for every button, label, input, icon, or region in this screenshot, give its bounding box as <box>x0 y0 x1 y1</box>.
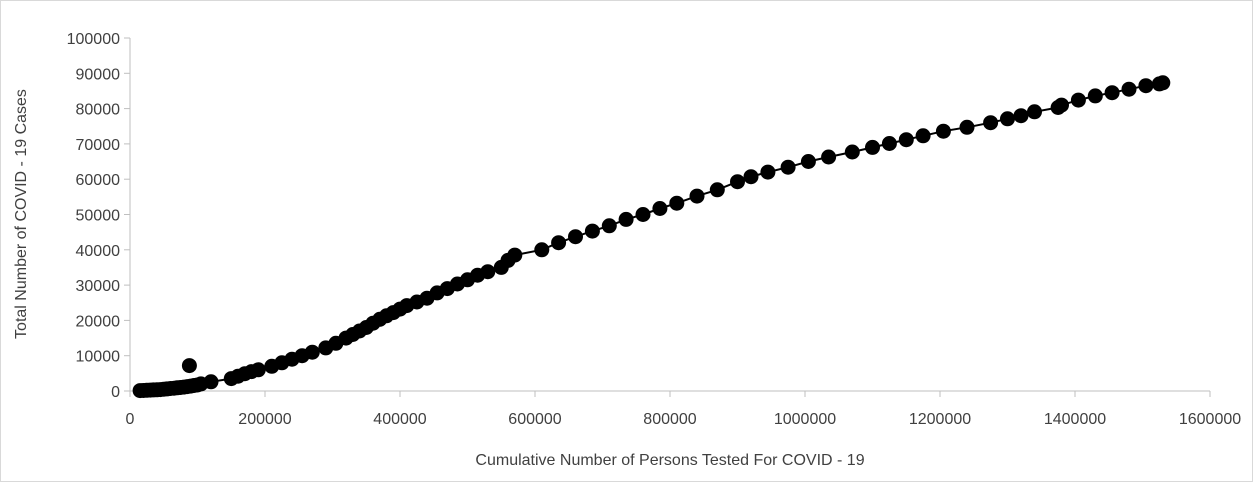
y-tick-label: 40000 <box>76 243 121 260</box>
data-point <box>1104 85 1120 101</box>
data-point <box>551 235 567 251</box>
data-point <box>743 169 759 185</box>
data-point <box>1121 81 1137 97</box>
data-point <box>534 242 550 258</box>
data-point <box>669 195 685 211</box>
x-tick-label: 1600000 <box>1179 411 1241 428</box>
data-point <box>507 247 523 263</box>
data-point <box>181 358 197 374</box>
data-point <box>709 182 725 198</box>
data-point <box>1013 108 1029 124</box>
x-axis-title: Cumulative Number of Persons Tested For … <box>475 452 864 469</box>
y-tick-label: 30000 <box>76 278 121 295</box>
data-point <box>844 144 860 160</box>
x-tick-label: 1400000 <box>1044 411 1106 428</box>
x-axis-ticks: 0 200000 400000 600000 800000 1000000 1200000 1… <box>126 391 1241 428</box>
data-point <box>1054 97 1069 113</box>
data-points <box>132 75 1171 399</box>
data-point <box>821 149 837 165</box>
data-point <box>983 115 999 131</box>
y-tick-label: 80000 <box>76 102 121 119</box>
y-axis-ticks: 0 10000 20000 30000 40000 50000 60000 70000 8000… <box>67 31 130 401</box>
x-tick-label: 800000 <box>643 411 696 428</box>
data-point <box>935 123 951 139</box>
data-point <box>652 201 668 216</box>
data-point <box>601 218 617 234</box>
y-tick-label: 90000 <box>76 66 121 83</box>
data-point <box>304 344 320 360</box>
data-point <box>689 188 705 204</box>
y-tick-label: 0 <box>111 384 120 401</box>
data-point <box>1155 75 1171 91</box>
data-point <box>635 207 651 222</box>
data-point <box>480 264 496 280</box>
y-tick-label: 70000 <box>76 137 121 154</box>
data-point <box>881 136 897 151</box>
y-tick-label: 10000 <box>76 349 121 366</box>
data-point <box>915 128 931 144</box>
data-point <box>1070 92 1086 108</box>
data-point <box>1000 111 1015 127</box>
data-point <box>618 211 634 227</box>
data-point <box>203 374 219 390</box>
x-tick-label: 600000 <box>508 411 561 428</box>
data-point <box>1138 78 1154 94</box>
y-tick-label: 100000 <box>67 31 120 48</box>
x-tick-label: 0 <box>126 411 135 428</box>
data-point <box>898 132 914 148</box>
x-tick-label: 200000 <box>238 411 291 428</box>
data-point <box>1027 104 1042 120</box>
trend-line-group <box>140 81 1164 392</box>
data-point <box>865 139 880 155</box>
y-tick-label: 50000 <box>76 208 121 225</box>
x-tick-label: 1200000 <box>909 411 971 428</box>
y-tick-label: 20000 <box>76 313 121 330</box>
data-point <box>1087 88 1103 104</box>
x-tick-label: 1000000 <box>774 411 836 428</box>
data-point <box>780 159 796 175</box>
data-point <box>730 174 745 190</box>
trend-line <box>140 81 1164 392</box>
y-tick-label: 60000 <box>76 172 121 189</box>
data-point <box>760 164 776 180</box>
data-point <box>584 223 600 239</box>
x-tick-label: 400000 <box>373 411 426 428</box>
data-point <box>250 362 266 378</box>
data-point <box>568 229 583 245</box>
y-axis-title: Total Number of COVID - 19 Cases <box>13 89 30 339</box>
data-point <box>959 119 975 135</box>
data-point <box>800 154 816 169</box>
